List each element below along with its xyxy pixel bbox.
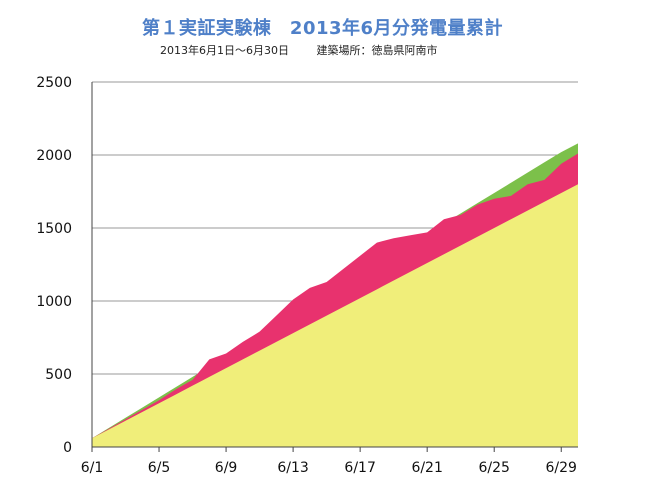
x-tick-label-13: 6/13 [277, 460, 308, 476]
y-tick-label-2500: 2500 [36, 75, 72, 91]
y-tick-label-0: 0 [63, 440, 72, 456]
x-tick-label-1: 6/1 [81, 460, 104, 476]
x-tick-label-21: 6/21 [411, 460, 442, 476]
x-tick-label-5: 6/5 [148, 460, 171, 476]
y-tick-label-2000: 2000 [36, 148, 72, 164]
y-tick-label-1500: 1500 [36, 221, 72, 237]
subtitle-period: 2013年6月1日〜6月30日 [160, 44, 289, 57]
y-tick-label-1000: 1000 [36, 294, 72, 310]
subtitle-location: 建築場所：徳島県阿南市 [316, 44, 438, 57]
x-tick-label-29: 6/29 [546, 460, 577, 476]
chart-subtitle: 2013年6月1日〜6月30日 建築場所：徳島県阿南市 [160, 42, 438, 58]
x-tick-label-25: 6/25 [478, 460, 509, 476]
chart-title: 第１実証実験棟 2013年6月分発電量累計 [141, 18, 504, 39]
x-tick-label-17: 6/17 [344, 460, 375, 476]
x-tick-label-9: 6/9 [215, 460, 238, 476]
y-tick-label-500: 500 [45, 367, 72, 383]
area-series-1 [92, 184, 578, 447]
